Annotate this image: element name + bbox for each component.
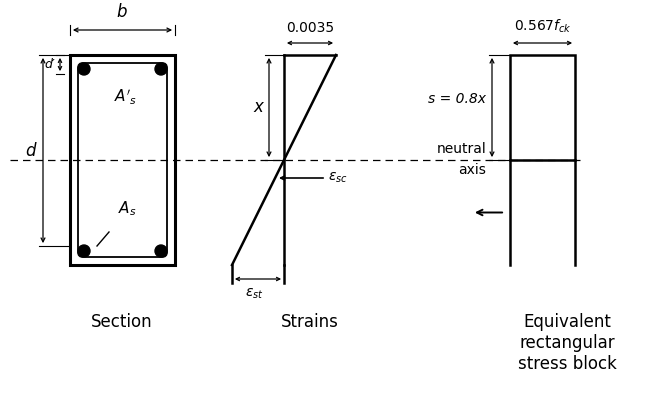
Circle shape [78, 245, 90, 257]
Text: $\varepsilon_{sc}$: $\varepsilon_{sc}$ [328, 171, 348, 185]
Text: b: b [117, 3, 127, 21]
Circle shape [155, 63, 167, 75]
Text: Section: Section [91, 313, 153, 331]
Circle shape [155, 245, 167, 257]
Text: 0.0035: 0.0035 [286, 21, 334, 35]
Text: d′: d′ [44, 58, 55, 71]
Text: x: x [253, 99, 263, 117]
Text: axis: axis [458, 163, 486, 177]
Circle shape [78, 63, 90, 75]
Text: Equivalent
rectangular
stress block: Equivalent rectangular stress block [518, 313, 617, 373]
Text: $A'_s$: $A'_s$ [114, 87, 137, 107]
Text: Strains: Strains [281, 313, 339, 331]
Text: $A_s$: $A_s$ [118, 199, 136, 217]
Text: $0.567f_{ck}$: $0.567f_{ck}$ [514, 18, 572, 35]
Text: neutral: neutral [436, 142, 486, 156]
Text: $\varepsilon_{st}$: $\varepsilon_{st}$ [244, 287, 263, 301]
Text: s = 0.8x: s = 0.8x [428, 92, 486, 106]
Text: d: d [26, 142, 36, 160]
